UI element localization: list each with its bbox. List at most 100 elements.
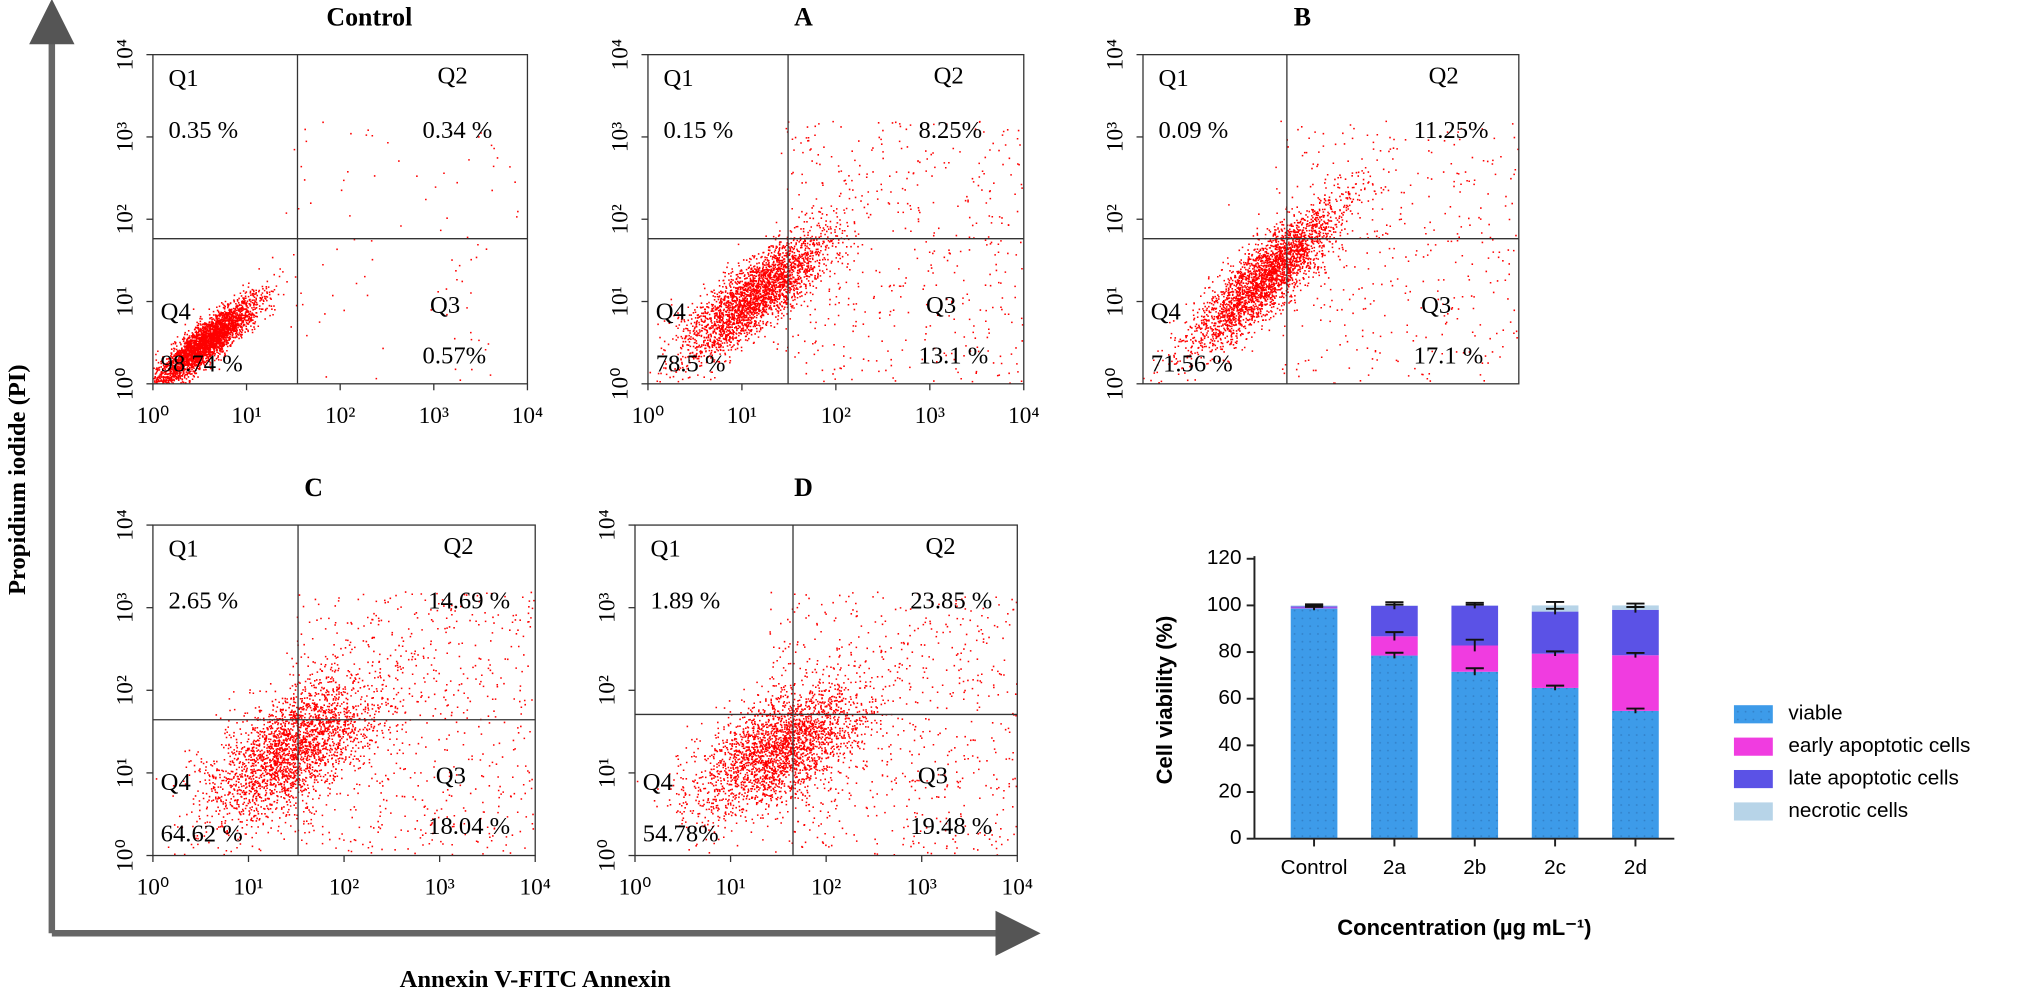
- y-tick-label: 10⁰: [594, 839, 620, 872]
- y-axis-label: Cell viability (%): [1152, 616, 1177, 785]
- bar-segment: [1531, 611, 1579, 654]
- error-bar: [1626, 707, 1645, 714]
- x-tick-label: 2c: [1544, 856, 1566, 879]
- x-tick-label: 10³: [424, 875, 454, 901]
- quadrant-percent: 64.62 %: [161, 821, 243, 848]
- y-tick-label: 10²: [594, 675, 620, 705]
- quadrant-name: Q1: [168, 65, 198, 92]
- y-tick-label: 100: [1207, 593, 1242, 616]
- y-tick-label: 10¹: [112, 286, 138, 316]
- y-tick-label: 10¹: [594, 758, 620, 788]
- quadrant-name: Q1: [664, 65, 694, 92]
- x-axis-label: Concentration (µg mL⁻¹): [1337, 915, 1591, 940]
- y-tick-label: 10¹: [112, 758, 138, 788]
- flow-panel: C 10⁰ 10¹ 10² 10³ 10⁴ 10⁰ 10¹ 10² 10³ 10⁴ Q1 2.65 % Q…: [112, 473, 551, 901]
- y-tick-label: 10²: [112, 204, 138, 234]
- quadrant-percent: 2.65 %: [168, 587, 238, 614]
- quadrant-percent: 98.74 %: [161, 350, 243, 377]
- y-tick-label: 60: [1218, 686, 1241, 709]
- bar-texture: [1451, 671, 1499, 839]
- legend-swatch: [1733, 769, 1773, 789]
- quadrant-name: Q2: [443, 533, 473, 560]
- quadrant-percent: 13.1 %: [919, 343, 989, 370]
- quadrant-name: Q3: [1421, 292, 1451, 319]
- y-tick-label: 10³: [594, 593, 620, 623]
- bar-texture: [1371, 655, 1418, 839]
- panel-title: A: [794, 3, 813, 32]
- x-tick-label: 10⁴: [512, 403, 543, 429]
- legend-label: necrotic cells: [1788, 799, 1908, 822]
- figure-x-label: Annexin V-FITC Annexin: [400, 966, 672, 993]
- y-tick-label: 80: [1218, 640, 1241, 663]
- error-bar: [1465, 603, 1484, 607]
- x-tick-label: 2d: [1624, 856, 1647, 879]
- legend-label: late apoptotic cells: [1788, 767, 1958, 790]
- y-tick-label: 10³: [1102, 122, 1128, 152]
- x-tick-label: 10³: [419, 403, 449, 429]
- x-tick-label: 10¹: [233, 875, 263, 901]
- quadrant-percent: 19.48 %: [910, 813, 992, 840]
- x-tick-label: 10⁴: [519, 875, 550, 901]
- quadrant-percent: 54.78%: [643, 821, 719, 848]
- error-bar: [1385, 631, 1404, 641]
- x-tick-label: 10⁰: [137, 403, 170, 429]
- bar-segment: [1531, 653, 1579, 688]
- event-cloud: [649, 120, 1024, 384]
- legend-label: viable: [1788, 702, 1842, 725]
- quadrant-percent: 18.04 %: [428, 813, 510, 840]
- legend-swatch: [1733, 737, 1773, 756]
- event-cloud: [636, 591, 1018, 856]
- error-bar: [1304, 603, 1324, 607]
- x-tick-label: 10⁴: [1008, 403, 1039, 429]
- error-bar: [1465, 638, 1484, 652]
- bar-texture: [1531, 687, 1579, 839]
- x-tick-label: 10¹: [231, 403, 261, 429]
- quadrant-name: Q4: [656, 298, 686, 325]
- quadrant-name: Q2: [438, 63, 468, 90]
- bar-segment: [1612, 655, 1659, 711]
- quadrant-name: Q3: [430, 292, 460, 319]
- x-tick-label: 10²: [325, 403, 355, 429]
- quadrant-percent: 8.25%: [919, 117, 983, 144]
- y-tick-label: 10²: [1102, 204, 1128, 234]
- y-tick-label: 10⁴: [1102, 39, 1128, 70]
- quadrant-percent: 0.57%: [423, 343, 487, 370]
- y-tick-label: 10⁰: [112, 839, 138, 872]
- quadrant-name: Q4: [161, 298, 191, 325]
- x-tick-label: 10⁰: [137, 875, 170, 901]
- y-tick-label: 10⁴: [112, 39, 138, 70]
- plot-frame: [152, 524, 536, 857]
- y-tick-label: 10⁴: [112, 509, 138, 540]
- y-tick-label: 10⁴: [594, 509, 620, 540]
- quadrant-percent: 78.5 %: [656, 350, 726, 377]
- x-tick-label: Control: [1281, 856, 1348, 879]
- panel-title: Control: [326, 3, 412, 32]
- quadrant-name: Q2: [926, 533, 956, 560]
- y-tick-label: 10⁰: [112, 367, 138, 400]
- plot-frame: [647, 54, 1025, 385]
- quadrant-percent: 0.15 %: [664, 117, 734, 144]
- panel-title: B: [1294, 3, 1311, 32]
- legend-label: early apoptotic cells: [1788, 734, 1970, 757]
- quadrant-percent: 1.89 %: [651, 587, 721, 614]
- x-tick-label: 10⁰: [619, 875, 652, 901]
- error-bar: [1546, 600, 1565, 609]
- x-tick-label: 2a: [1383, 856, 1407, 879]
- y-tick-label: 10¹: [607, 286, 633, 316]
- y-tick-label: 10²: [607, 204, 633, 234]
- quadrant-name: Q2: [934, 63, 964, 90]
- x-tick-label: 10⁰: [632, 403, 665, 429]
- quadrant-percent: 11.25%: [1414, 117, 1489, 144]
- x-tick-label: 10²: [821, 403, 851, 429]
- quadrant-name: Q4: [1151, 298, 1181, 325]
- flow-panel: D 10⁰ 10¹ 10² 10³ 10⁴ 10⁰ 10¹ 10² 10³ 10⁴ Q1 1.89 % Q…: [594, 473, 1033, 901]
- quadrant-name: Q1: [168, 536, 198, 563]
- bar-segment: [1612, 609, 1659, 656]
- quadrant-name: Q1: [651, 536, 681, 563]
- error-bar: [1626, 602, 1645, 608]
- quadrant-name: Q3: [436, 762, 466, 789]
- y-tick-label: 40: [1218, 733, 1241, 756]
- quadrant-name: Q4: [643, 769, 673, 796]
